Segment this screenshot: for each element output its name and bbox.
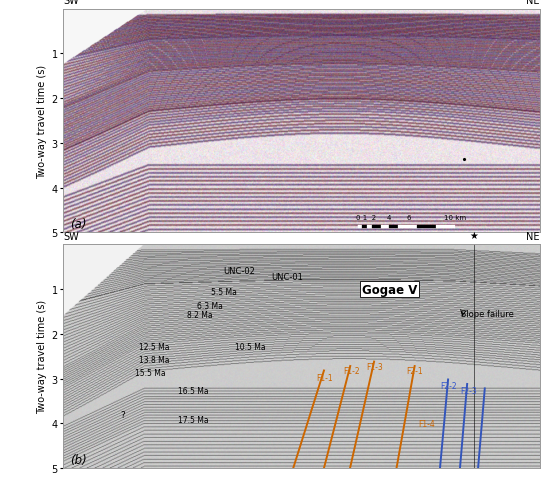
Bar xyxy=(367,225,372,228)
Text: F2-1: F2-1 xyxy=(406,366,423,375)
Text: UNC-02: UNC-02 xyxy=(223,266,255,275)
Text: 12.5 Ma: 12.5 Ma xyxy=(139,342,170,351)
Bar xyxy=(380,225,389,228)
Text: Gogae V: Gogae V xyxy=(362,283,417,296)
Text: ★: ★ xyxy=(469,231,478,241)
Text: F2-3: F2-3 xyxy=(460,386,477,396)
Text: F1-2: F1-2 xyxy=(343,366,360,375)
Bar xyxy=(362,225,367,228)
Text: 17.5 Ma: 17.5 Ma xyxy=(177,416,208,424)
Bar xyxy=(397,225,417,228)
Text: 6: 6 xyxy=(406,214,411,220)
Text: (b): (b) xyxy=(70,453,87,466)
Text: ?: ? xyxy=(120,410,125,419)
Bar xyxy=(372,225,380,228)
Text: 16.5 Ma: 16.5 Ma xyxy=(177,386,208,396)
Text: SW: SW xyxy=(63,231,79,241)
Text: F1-4: F1-4 xyxy=(418,419,435,428)
Text: 10.5 Ma: 10.5 Ma xyxy=(234,342,265,351)
Text: NE: NE xyxy=(526,0,540,6)
Text: 8.2 Ma: 8.2 Ma xyxy=(187,311,212,320)
Text: 10 km: 10 km xyxy=(444,214,467,220)
Text: 5.5 Ma: 5.5 Ma xyxy=(211,287,237,296)
Text: F2-2: F2-2 xyxy=(440,381,456,390)
Text: 4: 4 xyxy=(387,214,391,220)
Text: SW: SW xyxy=(63,0,79,6)
Bar xyxy=(436,225,455,228)
Bar xyxy=(357,225,362,228)
Text: 6.3 Ma: 6.3 Ma xyxy=(197,302,222,311)
Text: F1-1: F1-1 xyxy=(316,373,333,382)
Text: 15.5 Ma: 15.5 Ma xyxy=(135,369,165,378)
Bar xyxy=(417,225,436,228)
Y-axis label: Two-way travel time (s): Two-way travel time (s) xyxy=(37,64,47,178)
Text: NE: NE xyxy=(526,231,540,241)
Text: (a): (a) xyxy=(70,217,87,230)
Y-axis label: Two-way travel time (s): Two-way travel time (s) xyxy=(37,300,47,413)
Text: 0 1  2: 0 1 2 xyxy=(356,214,376,220)
Text: 13.8 Ma: 13.8 Ma xyxy=(139,355,170,364)
Text: Slope failure: Slope failure xyxy=(461,310,514,319)
Text: F1-3: F1-3 xyxy=(366,362,383,371)
Bar xyxy=(389,225,397,228)
Text: UNC-01: UNC-01 xyxy=(271,273,303,282)
